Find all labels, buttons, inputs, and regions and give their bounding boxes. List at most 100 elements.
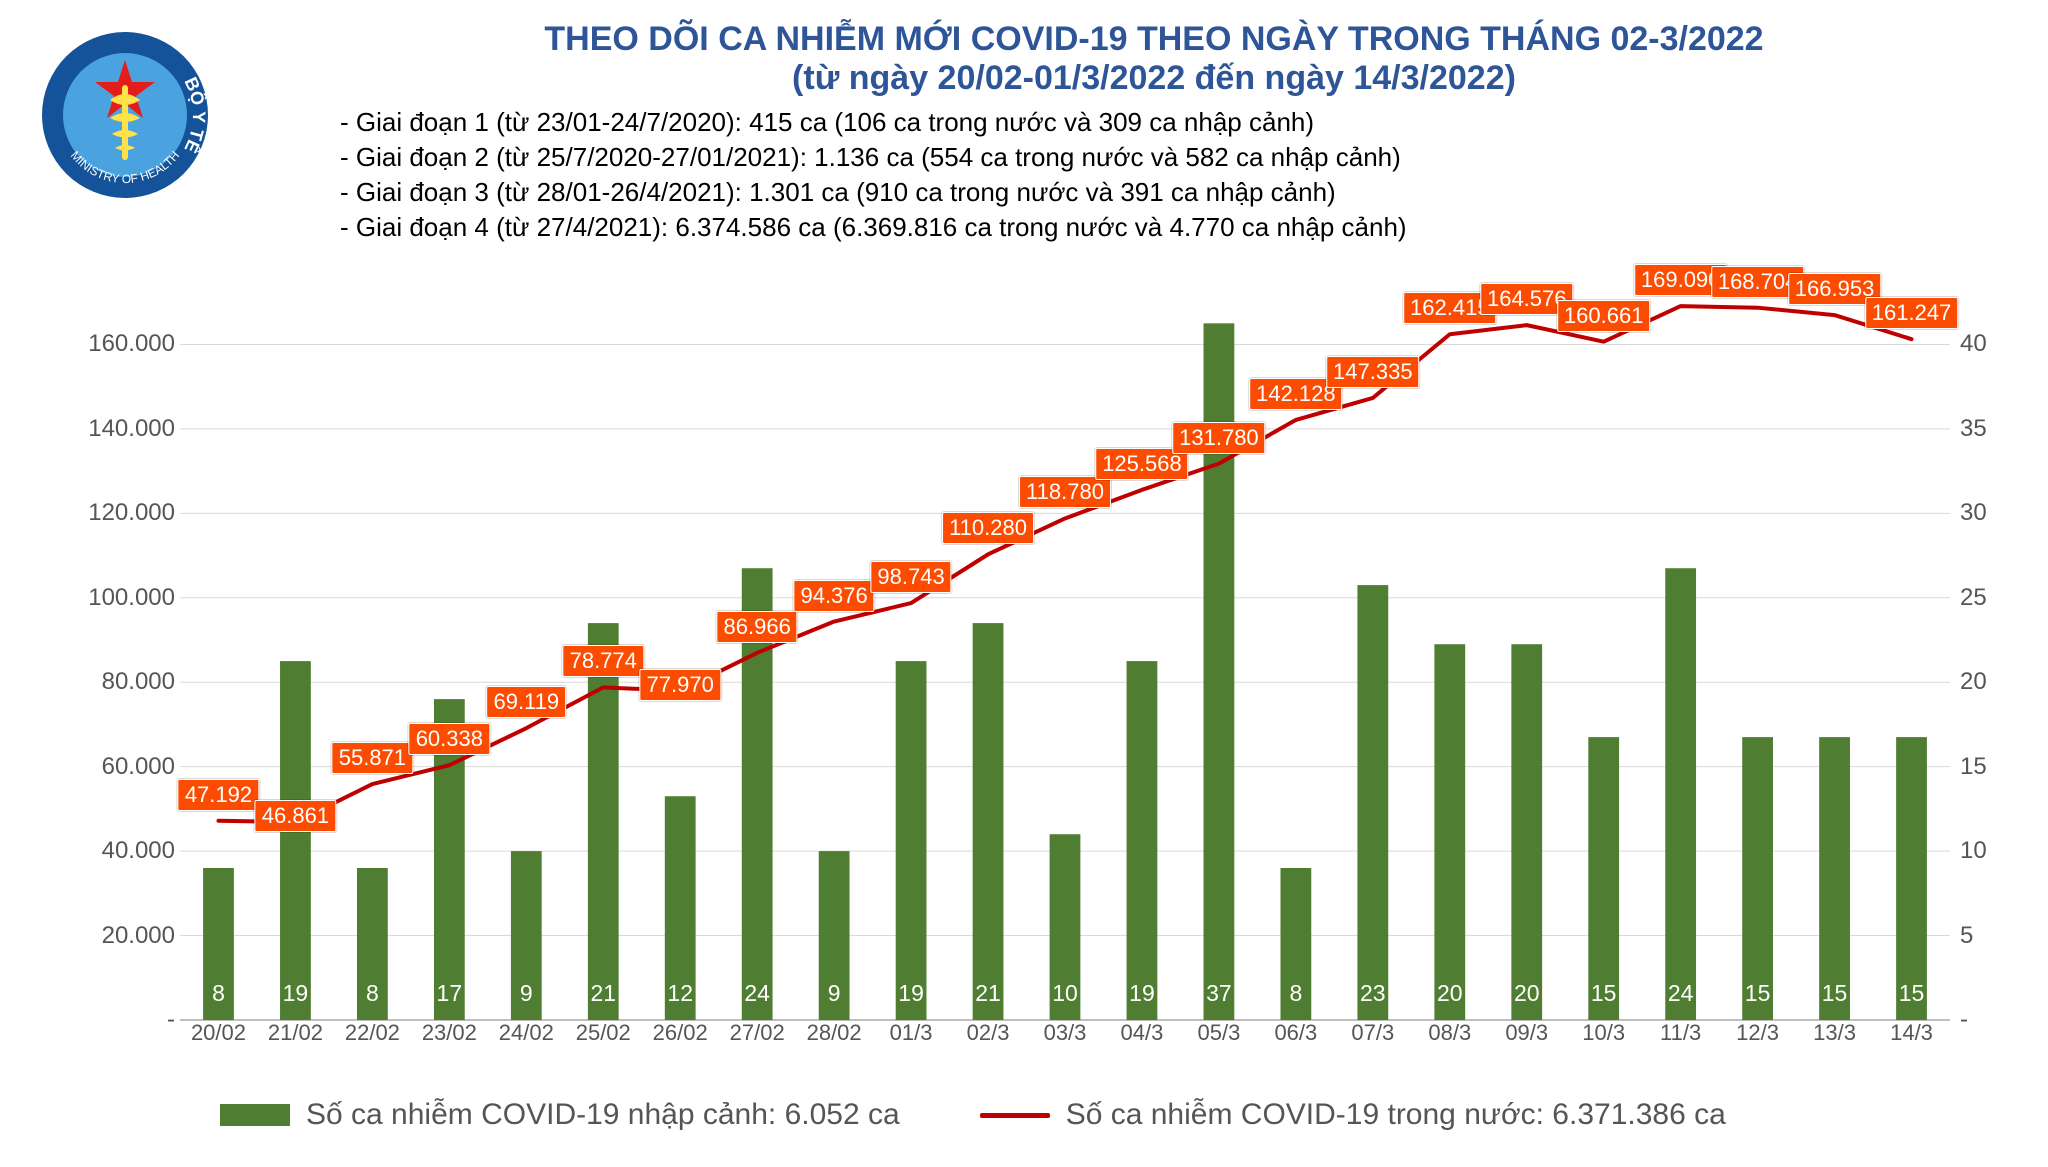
x-tick-label: 06/3 xyxy=(1274,1020,1317,1046)
y-left-tick-label: 120.000 xyxy=(55,499,175,527)
period-line-2: - Giai đoạn 2 (từ 25/7/2020-27/01/2021):… xyxy=(340,140,1407,175)
x-tick-label: 11/3 xyxy=(1660,1020,1701,1046)
line-value-label: 46.861 xyxy=(255,800,336,832)
line-value-label: 147.335 xyxy=(1326,356,1420,388)
line-value-label: 160.661 xyxy=(1557,300,1651,332)
bar-value-label: 12 xyxy=(667,980,693,1007)
x-tick-label: 01/3 xyxy=(890,1020,933,1046)
chart-title: THEO DÕI CA NHIỄM MỚI COVID-19 THEO NGÀY… xyxy=(300,20,2008,98)
bar-value-label: 20 xyxy=(1437,980,1463,1007)
y-right-tick-label: 20 xyxy=(1960,668,1987,696)
x-tick-label: 13/3 xyxy=(1813,1020,1856,1046)
period-line-4: - Giai đoạn 4 (từ 27/4/2021): 6.374.586 … xyxy=(340,210,1407,245)
line-value-label: 86.966 xyxy=(717,611,798,643)
y-axis-right: -510152025303540 xyxy=(1960,260,2020,1020)
x-tick-label: 09/3 xyxy=(1505,1020,1548,1046)
line-value-label: 110.280 xyxy=(942,512,1034,544)
period-line-3: - Giai đoạn 3 (từ 28/01-26/4/2021): 1.30… xyxy=(340,175,1407,210)
y-right-tick-label: 5 xyxy=(1960,922,1973,950)
legend-bar-swatch-icon xyxy=(220,1104,290,1126)
title-line-1: THEO DÕI CA NHIỄM MỚI COVID-19 THEO NGÀY… xyxy=(300,20,2008,59)
x-tick-label: 24/02 xyxy=(499,1020,554,1046)
line-value-label: 131.780 xyxy=(1172,422,1266,454)
y-left-tick-label: 100.000 xyxy=(55,584,175,612)
legend-bar-item: Số ca nhiễm COVID-19 nhập cảnh: 6.052 ca xyxy=(220,1098,900,1132)
bar-value-label: 15 xyxy=(1591,980,1617,1007)
period-summary: - Giai đoạn 1 (từ 23/01-24/7/2020): 415 … xyxy=(340,105,1407,245)
line-value-label: 77.970 xyxy=(640,669,721,701)
chart-legend: Số ca nhiễm COVID-19 nhập cảnh: 6.052 ca… xyxy=(220,1085,1920,1145)
bar-value-label: 8 xyxy=(212,980,225,1007)
period-line-1: - Giai đoạn 1 (từ 23/01-24/7/2020): 415 … xyxy=(340,105,1407,140)
line-value-label: 98.743 xyxy=(870,561,951,593)
bar-value-label: 24 xyxy=(744,980,770,1007)
x-tick-label: 03/3 xyxy=(1044,1020,1087,1046)
title-line-2: (từ ngày 20/02-01/3/2022 đến ngày 14/3/2… xyxy=(300,59,2008,98)
x-tick-label: 23/02 xyxy=(422,1020,477,1046)
bar-value-label: 15 xyxy=(1822,980,1848,1007)
ministry-logo: BỘ Y TẾ MINISTRY OF HEALTH xyxy=(40,30,210,200)
line-value-label: 94.376 xyxy=(793,580,874,612)
y-right-tick-label: 30 xyxy=(1960,499,1987,527)
y-left-tick-label: 60.000 xyxy=(55,753,175,781)
y-right-tick-label: 40 xyxy=(1960,330,1987,358)
bar-value-label: 19 xyxy=(1129,980,1155,1007)
x-tick-label: 26/02 xyxy=(653,1020,708,1046)
bar-value-label: 8 xyxy=(366,980,379,1007)
chart-plot-area: 8 19 8 17 9 21 12 24 9 19 21 10 19 37 8 23 20 20 15 24 15 15 1… xyxy=(180,260,1950,1020)
x-tick-label: 02/3 xyxy=(967,1020,1010,1046)
x-tick-label: 10/3 xyxy=(1582,1020,1625,1046)
line-value-label: 69.119 xyxy=(486,686,566,718)
y-right-tick-label: - xyxy=(1960,1006,1968,1034)
x-tick-label: 07/3 xyxy=(1351,1020,1394,1046)
y-left-tick-label: 80.000 xyxy=(55,668,175,696)
y-right-tick-label: 15 xyxy=(1960,753,1987,781)
bar-value-label: 23 xyxy=(1360,980,1386,1007)
legend-line-label: Số ca nhiễm COVID-19 trong nước: 6.371.3… xyxy=(1066,1098,1726,1132)
line-value-label: 78.774 xyxy=(563,645,644,677)
bar-value-label: 10 xyxy=(1052,980,1078,1007)
y-axis-left: -20.00040.00060.00080.000100.000120.0001… xyxy=(55,260,175,1020)
bar-value-label: 19 xyxy=(898,980,924,1007)
bar-value-label: 17 xyxy=(437,980,463,1007)
line-value-label: 55.871 xyxy=(332,742,413,774)
x-tick-label: 14/3 xyxy=(1890,1020,1933,1046)
bar-value-label: 9 xyxy=(520,980,533,1007)
line-value-label: 161.247 xyxy=(1865,297,1959,329)
legend-bar-label: Số ca nhiễm COVID-19 nhập cảnh: 6.052 ca xyxy=(306,1098,900,1132)
bar-value-label: 20 xyxy=(1514,980,1540,1007)
bar-value-label: 15 xyxy=(1745,980,1771,1007)
y-left-tick-label: - xyxy=(55,1006,175,1034)
x-tick-label: 28/02 xyxy=(807,1020,862,1046)
y-left-tick-label: 140.000 xyxy=(55,415,175,443)
y-right-tick-label: 10 xyxy=(1960,837,1987,865)
legend-line-swatch-icon xyxy=(980,1113,1050,1118)
bar-value-label: 19 xyxy=(283,980,309,1007)
x-tick-label: 21/02 xyxy=(268,1020,323,1046)
x-tick-label: 22/02 xyxy=(345,1020,400,1046)
line-value-label: 118.780 xyxy=(1019,476,1111,508)
bar-value-label: 21 xyxy=(975,980,1001,1007)
y-left-tick-label: 160.000 xyxy=(55,330,175,358)
x-tick-label: 04/3 xyxy=(1121,1020,1164,1046)
bar-value-label: 8 xyxy=(1289,980,1302,1007)
legend-line-item: Số ca nhiễm COVID-19 trong nước: 6.371.3… xyxy=(980,1098,1726,1132)
x-tick-label: 20/02 xyxy=(191,1020,246,1046)
x-tick-label: 27/02 xyxy=(730,1020,785,1046)
page-root: BỘ Y TẾ MINISTRY OF HEALTH THEO DÕI CA N… xyxy=(0,0,2048,1167)
y-left-tick-label: 40.000 xyxy=(55,837,175,865)
bar-value-label: 9 xyxy=(828,980,841,1007)
bar-value-label: 24 xyxy=(1668,980,1694,1007)
line-value-label: 47.192 xyxy=(178,779,259,811)
y-right-tick-label: 25 xyxy=(1960,584,1987,612)
bar-value-label: 37 xyxy=(1206,980,1232,1007)
y-left-tick-label: 20.000 xyxy=(55,922,175,950)
bar-value-label: 15 xyxy=(1899,980,1925,1007)
x-tick-label: 12/3 xyxy=(1736,1020,1779,1046)
x-tick-label: 08/3 xyxy=(1428,1020,1471,1046)
x-tick-label: 05/3 xyxy=(1197,1020,1240,1046)
bar-value-label: 21 xyxy=(590,980,616,1007)
x-tick-label: 25/02 xyxy=(576,1020,631,1046)
y-right-tick-label: 35 xyxy=(1960,415,1987,443)
x-axis: 20/02 21/02 22/02 23/02 24/02 25/02 26/02 27/02… xyxy=(180,1020,1950,1060)
